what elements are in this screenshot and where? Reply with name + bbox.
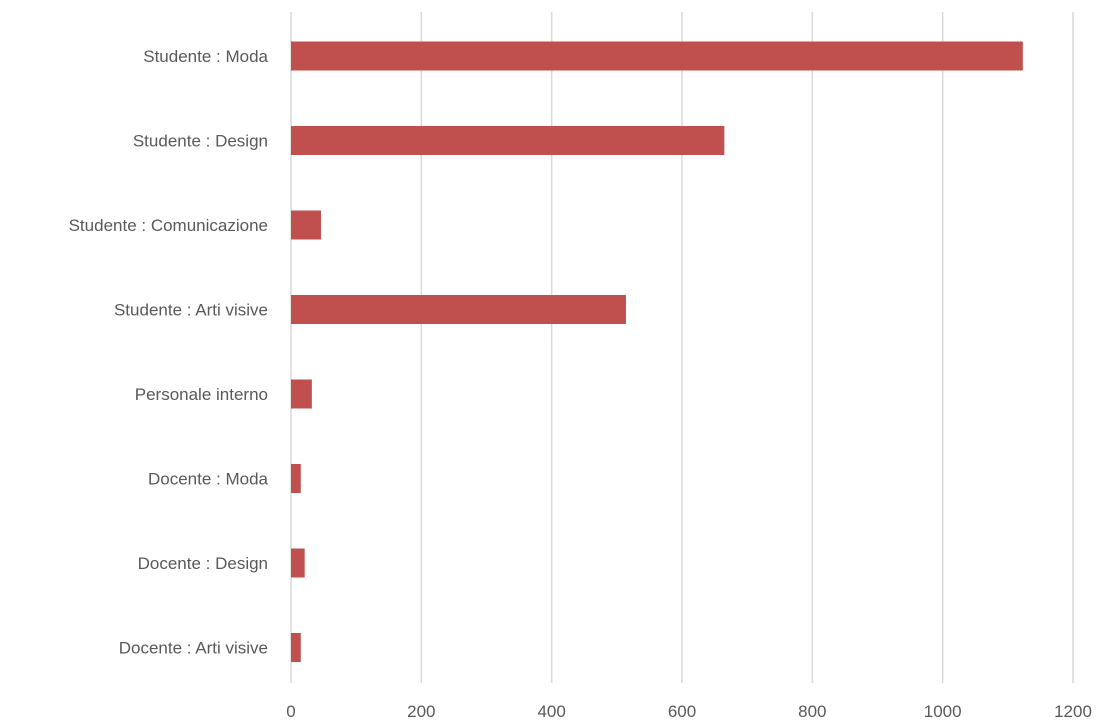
- bar-7: [291, 633, 301, 662]
- x-tick-label-0: 0: [286, 702, 295, 721]
- bar-3: [291, 295, 626, 324]
- category-label-3: Studente : Arti visive: [114, 301, 268, 320]
- bar-6: [291, 548, 305, 578]
- bar-1: [291, 126, 725, 155]
- x-axis-tick-labels: 0 200 400 600 800 1000 1200: [286, 702, 1092, 721]
- gridlines: [290, 12, 1074, 683]
- bar-5: [291, 464, 301, 493]
- x-tick-label-600: 600: [668, 702, 696, 721]
- category-label-2: Studente : Comunicazione: [69, 216, 268, 235]
- category-label-4: Personale interno: [135, 385, 268, 404]
- category-label-0: Studente : Moda: [143, 47, 268, 66]
- x-tick-label-1200: 1200: [1054, 702, 1092, 721]
- category-labels: Studente : Moda Studente : Design Studente…: [69, 47, 269, 658]
- category-label-5: Docente : Moda: [148, 470, 269, 489]
- x-tick-label-800: 800: [798, 702, 826, 721]
- x-tick-label-200: 200: [407, 702, 435, 721]
- bars: [291, 41, 1023, 662]
- bar-4: [291, 379, 312, 409]
- category-label-7: Docente : Arti visive: [119, 639, 268, 658]
- category-label-6: Docente : Design: [138, 554, 268, 573]
- category-label-1: Studente : Design: [133, 132, 268, 151]
- x-tick-label-400: 400: [537, 702, 565, 721]
- x-tick-label-1000: 1000: [924, 702, 962, 721]
- bar-0: [291, 41, 1023, 71]
- bar-2: [291, 210, 321, 240]
